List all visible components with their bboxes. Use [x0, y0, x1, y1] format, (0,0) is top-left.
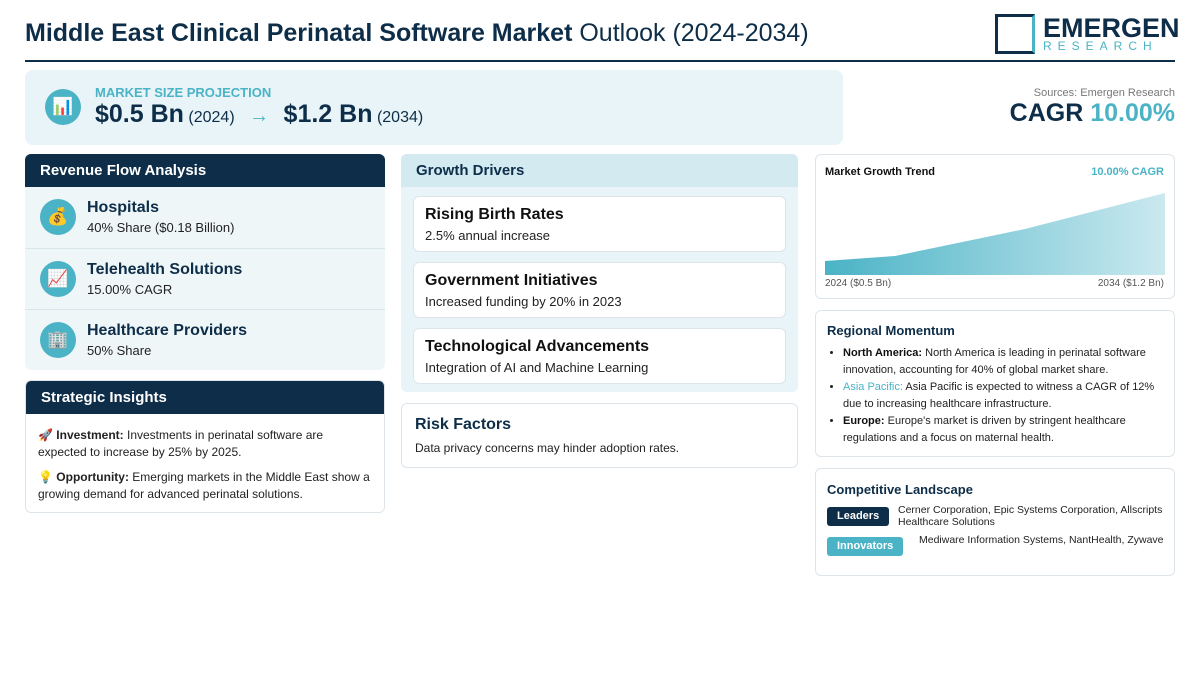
driver-card: Government Initiatives Increased funding … — [413, 262, 786, 318]
trend-end: 2034 ($1.2 Bn) — [1097, 278, 1164, 289]
insight-icon: 🚀 — [38, 428, 53, 442]
driver-detail: Increased funding by 20% in 2023 — [425, 294, 622, 309]
insight-icon: 💡 — [38, 470, 53, 484]
revenue-detail: 50% Share — [87, 343, 152, 358]
trend-area — [825, 193, 1165, 275]
driver-detail: Integration of AI and Machine Learning — [425, 360, 649, 375]
insight-label: Opportunity: — [56, 470, 129, 484]
region-name: Europe: — [843, 415, 885, 427]
logo-mark — [995, 14, 1035, 54]
revenue-row: 💰 Hospitals 40% Share ($0.18 Billion) — [25, 187, 385, 248]
insight-label: Investment: — [56, 428, 124, 442]
header-rule — [25, 60, 1175, 62]
projection-icon: 📊 — [45, 89, 81, 125]
trend-start: 2024 ($0.5 Bn) — [825, 278, 892, 289]
region-name: Asia Pacific: — [843, 381, 903, 393]
insight: 💡 Opportunity: Emerging markets in the M… — [38, 469, 373, 503]
region-text: Asia Pacific is expected to witness a CA… — [843, 381, 1155, 410]
region-text: Europe's market is driven by stringent h… — [843, 415, 1126, 444]
regional-panel: Regional Momentum North America: North A… — [815, 310, 1175, 457]
revenue-row: 📈 Telehealth Solutions 15.00% CAGR — [25, 248, 385, 309]
competitive-title: Competitive Landscape — [827, 482, 973, 497]
projection-values: $0.5 Bn (2024) → $1.2 Bn (2034) — [95, 100, 423, 129]
cagr: CAGR 10.00% — [1010, 99, 1175, 128]
risk-title: Risk Factors — [415, 416, 512, 433]
logo-bottom: RESEARCH — [1043, 39, 1158, 53]
revenue-name: Healthcare Providers — [87, 322, 248, 339]
insights-panel: Strategic Insights 🚀 Investment: Investm… — [25, 380, 385, 513]
competitor-text: Cerner Corporation, Epic Systems Corpora… — [898, 504, 1163, 528]
region-item: North America: North America is leading … — [843, 345, 1166, 379]
projection-label: MARKET SIZE PROJECTION — [95, 85, 272, 100]
revenue-row: 🏢 Healthcare Providers 50% Share — [25, 309, 385, 370]
regional-title: Regional Momentum — [827, 323, 955, 338]
competitive-panel: Competitive Landscape Leaders Cerner Corp… — [815, 468, 1175, 576]
driver-detail: 2.5% annual increase — [425, 228, 551, 243]
area-shape — [825, 193, 1165, 275]
panel-header: Revenue Flow Analysis — [25, 154, 385, 187]
region-item: Europe: Europe's market is driven by str… — [843, 413, 1166, 447]
logo-top: EMERGEN — [1043, 13, 1180, 43]
revenue-detail: 15.00% CAGR — [87, 282, 173, 297]
title-bold: Middle East Clinical Perinatal Software … — [25, 19, 573, 47]
source: Sources: Emergen Research — [1033, 87, 1175, 99]
drivers-panel: Growth Drivers Rising Birth Rates 2.5% an… — [401, 154, 798, 392]
driver-card: Rising Birth Rates 2.5% annual increase — [413, 196, 786, 252]
revenue-name: Telehealth Solutions — [87, 261, 243, 278]
revenue-detail: 40% Share ($0.18 Billion) — [87, 220, 235, 235]
revenue-icon: 💰 — [40, 199, 76, 235]
driver-name: Rising Birth Rates — [425, 206, 564, 223]
risk-text: Data privacy concerns may hinder adoptio… — [415, 441, 680, 455]
insight: 🚀 Investment: Investments in perinatal s… — [38, 427, 373, 461]
start-year: (2024) — [188, 109, 235, 126]
start-value: $0.5 Bn — [95, 100, 184, 128]
competitor-text: Mediware Information Systems, NantHealth… — [919, 534, 1164, 546]
trend-panel: Market Growth Trend 10.00% CAGR 2024 ($0… — [815, 154, 1175, 299]
panel-header: Strategic Insights — [26, 381, 384, 414]
competitor-badge: Leaders — [827, 507, 890, 526]
cagr-value: 10.00% — [1090, 99, 1175, 127]
insight-text: Emerging markets in the Middle East show… — [38, 470, 370, 501]
driver-name: Technological Advancements — [425, 338, 650, 355]
risk-panel: Risk Factors Data privacy concerns may h… — [401, 403, 798, 468]
arrow: → — [249, 105, 270, 127]
trend-title: Market Growth Trend — [825, 166, 936, 178]
revenue-icon: 🏢 — [40, 322, 76, 358]
trend-cagr: 10.00% CAGR — [1091, 166, 1164, 178]
projection-box: 📊 MARKET SIZE PROJECTION $0.5 Bn (2024) … — [25, 70, 843, 145]
end-value: $1.2 Bn — [283, 100, 373, 128]
revenue-panel: Revenue Flow Analysis 💰 Hospitals 40% Shar… — [25, 154, 385, 370]
region-name: North America: — [843, 347, 923, 359]
region-text: North America is leading in perinatal so… — [843, 347, 1146, 376]
driver-name: Government Initiatives — [425, 272, 598, 289]
end-year: (2034) — [376, 109, 424, 126]
cagr-label: CAGR — [1009, 99, 1084, 127]
revenue-name: Hospitals — [87, 199, 160, 216]
regional-list: North America: North America is leading … — [816, 345, 1166, 447]
title-rest: Outlook (2024-2034) — [579, 19, 809, 47]
insight-text: Investments in perinatal software are ex… — [38, 428, 324, 459]
title: Middle East Clinical Perinatal Software … — [25, 19, 809, 48]
driver-card: Technological Advancements Integration of… — [413, 328, 786, 384]
region-item: Asia Pacific: Asia Pacific is expected t… — [843, 379, 1166, 413]
panel-header: Growth Drivers — [401, 154, 798, 187]
competitor-badge: Innovators — [827, 537, 904, 556]
revenue-icon: 📈 — [40, 261, 76, 297]
